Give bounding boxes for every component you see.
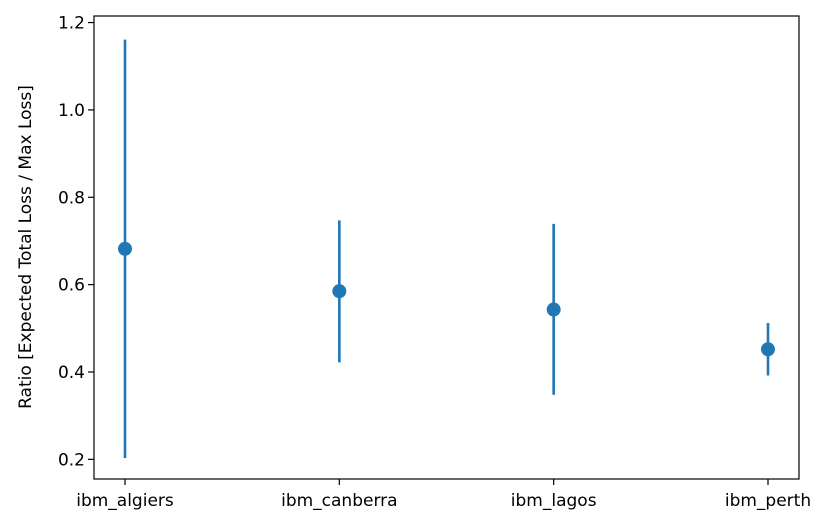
data-point-ibm_algiers xyxy=(118,241,132,256)
plot-frame xyxy=(93,15,800,480)
data-point-ibm_perth xyxy=(761,342,775,357)
y-tick-label: 1.2 xyxy=(58,14,85,34)
y-tick-label: 0.8 xyxy=(58,188,85,208)
y-axis: 0.2 0.4 0.6 0.8 1.0 1.2 xyxy=(58,14,94,470)
y-tick-label: 0.6 xyxy=(58,276,85,296)
x-tick-label: ibm_canberra xyxy=(281,491,397,511)
x-tick-label: ibm_lagos xyxy=(511,491,597,511)
data-point-ibm_lagos xyxy=(546,302,561,317)
y-tick-label: 0.4 xyxy=(58,363,85,383)
x-tick-label: ibm_algiers xyxy=(76,491,174,511)
plot-marks xyxy=(118,39,775,459)
data-point-ibm_canberra xyxy=(332,284,347,299)
y-tick-label: 0.2 xyxy=(58,450,85,470)
x-axis: ibm_algiers ibm_canberra ibm_lagos ibm_pert… xyxy=(76,479,811,511)
y-axis-label: Ratio [Expected Total Loss / Max Loss] xyxy=(16,85,36,409)
x-tick-label: ibm_perth xyxy=(725,491,811,511)
y-tick-label: 1.0 xyxy=(58,101,85,121)
